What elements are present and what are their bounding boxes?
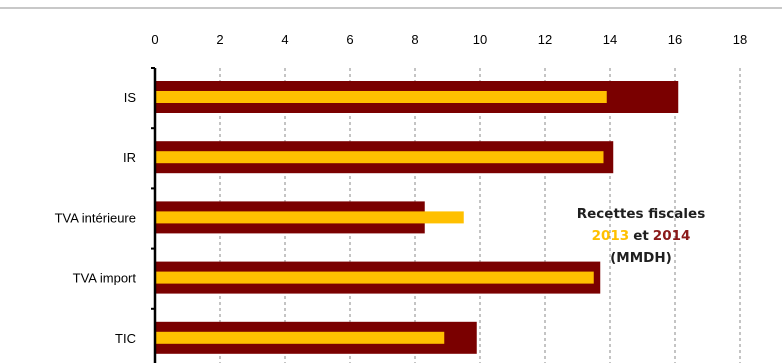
category-label-4: TIC bbox=[115, 331, 136, 346]
category-labels: IS IR TVA intérieure TVA import TIC bbox=[55, 90, 137, 346]
bar-2013-4 bbox=[155, 331, 445, 344]
x-tick-label-14: 14 bbox=[603, 32, 617, 47]
bar-2013-1 bbox=[155, 151, 604, 164]
bars bbox=[155, 81, 679, 354]
category-label-0: IS bbox=[124, 90, 137, 105]
axes bbox=[151, 67, 157, 363]
x-tick-label-6: 6 bbox=[346, 32, 353, 47]
annotation-years: 2013 et 2014 bbox=[592, 228, 691, 244]
tick-labels: 0 2 4 6 8 10 12 14 16 18 bbox=[151, 32, 747, 47]
bar-2013-3 bbox=[155, 271, 594, 284]
annotation-title: Recettes fiscales bbox=[577, 206, 705, 222]
category-label-1: IR bbox=[123, 150, 136, 165]
category-label-3: TVA import bbox=[73, 271, 137, 286]
annotation: Recettes fiscales 2013 et 2014 (MMDH) bbox=[577, 206, 705, 266]
x-tick-label-2: 2 bbox=[216, 32, 223, 47]
annotation-year-2013: 2013 bbox=[592, 228, 630, 244]
bar-2013-2 bbox=[155, 211, 464, 224]
x-tick-label-8: 8 bbox=[411, 32, 418, 47]
x-tick-label-18: 18 bbox=[733, 32, 747, 47]
gridlines bbox=[219, 68, 741, 363]
x-tick-label-4: 4 bbox=[281, 32, 288, 47]
x-tick-label-0: 0 bbox=[151, 32, 158, 47]
x-tick-label-12: 12 bbox=[538, 32, 552, 47]
x-tick-label-16: 16 bbox=[668, 32, 682, 47]
bar-2013-0 bbox=[155, 91, 607, 103]
x-tick-label-10: 10 bbox=[473, 32, 487, 47]
annotation-year-2014: 2014 bbox=[653, 228, 691, 244]
annotation-connector: et bbox=[633, 228, 649, 244]
category-label-2: TVA intérieure bbox=[55, 210, 136, 225]
annotation-unit: (MMDH) bbox=[610, 250, 672, 266]
